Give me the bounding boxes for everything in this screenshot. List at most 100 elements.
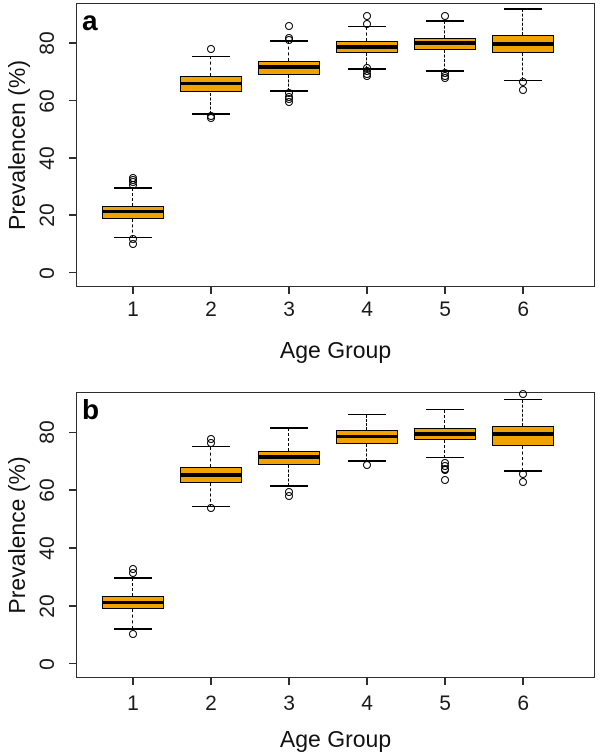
boxplot-median xyxy=(180,473,243,477)
y-axis-tick xyxy=(69,157,76,159)
boxplot-whisker-line xyxy=(522,8,524,36)
boxplot-median xyxy=(492,41,555,46)
boxplot-whisker-cap xyxy=(426,20,465,22)
boxplot-whisker-line xyxy=(132,578,134,596)
y-axis-tick xyxy=(69,604,76,607)
boxplot-whisker-line xyxy=(444,409,446,428)
outlier-point xyxy=(207,435,216,444)
x-axis-tick xyxy=(210,678,212,685)
boxplot-whisker-cap xyxy=(504,398,543,401)
outlier-point xyxy=(441,11,450,20)
x-axis-tick xyxy=(444,678,446,685)
x-axis-tick xyxy=(444,287,446,294)
x-axis-tick xyxy=(132,678,134,685)
y-axis-tick-label: 60 xyxy=(36,478,59,502)
outlier-point xyxy=(519,478,528,487)
x-axis-tick xyxy=(132,287,134,294)
outlier-point xyxy=(285,21,294,30)
boxplot-median xyxy=(258,65,321,69)
x-axis-tick xyxy=(288,287,290,294)
outlier-point xyxy=(519,85,528,94)
boxplot-whisker-line xyxy=(366,444,368,461)
outlier-point xyxy=(363,460,372,469)
boxplot-median xyxy=(258,455,321,460)
boxplot-whisker-line xyxy=(288,428,290,451)
outlier-point xyxy=(285,36,294,45)
boxplot-whisker-cap xyxy=(426,456,465,459)
y-axis-tick xyxy=(69,489,76,492)
outlier-point xyxy=(441,74,450,83)
boxplot-whisker-cap xyxy=(113,628,152,630)
boxplot-whisker-line xyxy=(366,26,368,42)
y-axis-tick xyxy=(69,99,76,102)
outlier-point xyxy=(128,565,137,574)
panel-label: a xyxy=(82,5,98,36)
outlier-point xyxy=(128,239,137,248)
boxplot-median xyxy=(414,432,477,436)
boxplot-whisker-cap xyxy=(270,485,309,487)
x-axis-tick xyxy=(366,287,368,294)
panel-label: b xyxy=(82,394,100,425)
y-axis-tick xyxy=(69,42,76,44)
boxplot-median xyxy=(336,434,399,439)
boxplot-whisker-line xyxy=(132,218,134,238)
boxplot-whisker-line xyxy=(210,446,212,467)
x-axis-tick xyxy=(366,678,368,685)
outlier-point xyxy=(519,77,528,86)
outlier-point xyxy=(363,12,372,21)
x-axis-title: Age Group xyxy=(279,726,392,752)
boxplot-median xyxy=(101,600,164,605)
outlier-point xyxy=(363,20,372,29)
boxplot-whisker-cap xyxy=(426,408,465,411)
x-axis-tick xyxy=(288,678,290,685)
x-axis-tick-label: 3 xyxy=(283,692,295,715)
boxplot-whisker-line xyxy=(210,483,212,507)
outlier-point xyxy=(128,173,137,182)
boxplot-whisker-line xyxy=(444,21,446,38)
outlier-point xyxy=(519,389,528,398)
boxplot-whisker-line xyxy=(132,188,134,206)
boxplot-median xyxy=(414,41,477,45)
y-axis-title: Prevalence (%) xyxy=(4,456,30,614)
y-axis-tick-label: 40 xyxy=(36,536,59,560)
outlier-point xyxy=(207,503,216,512)
x-axis-tick-label: 5 xyxy=(439,692,451,715)
boxplot-whisker-line xyxy=(522,445,524,471)
boxplot-whisker-line xyxy=(366,53,368,70)
boxplot-whisker-line xyxy=(444,439,446,458)
x-axis-tick xyxy=(210,287,212,294)
boxplot-whisker-line xyxy=(132,608,134,629)
boxplot-whisker-line xyxy=(288,41,290,61)
boxplot-whisker-line xyxy=(288,464,290,486)
x-axis-tick-label: 5 xyxy=(439,298,451,321)
boxplot-median xyxy=(336,45,399,49)
outlier-point xyxy=(519,470,528,479)
boxplot-whisker-line xyxy=(522,399,524,427)
x-axis-tick-label: 4 xyxy=(361,298,373,321)
x-axis-tick-label: 2 xyxy=(205,298,217,321)
boxplot-whisker-cap xyxy=(270,427,309,429)
boxplot-whisker-cap xyxy=(113,577,152,579)
outlier-point xyxy=(128,629,137,638)
x-axis-tick-label: 1 xyxy=(127,692,139,715)
x-axis-tick-label: 2 xyxy=(205,692,217,715)
boxplot-whisker-cap xyxy=(504,7,543,10)
outlier-point xyxy=(441,466,450,475)
y-axis-tick xyxy=(69,547,76,549)
plot-border xyxy=(76,3,595,287)
y-axis-tick xyxy=(69,662,76,665)
boxplot-median xyxy=(492,432,555,436)
outlier-point xyxy=(285,491,294,500)
x-axis-tick-label: 1 xyxy=(127,298,139,321)
boxplot-whisker-line xyxy=(444,49,446,71)
boxplot-whisker-line xyxy=(288,75,290,91)
outlier-point xyxy=(441,476,450,485)
x-axis-tick xyxy=(522,678,524,685)
outlier-point xyxy=(207,45,216,54)
y-axis-tick-label: 0 xyxy=(36,657,59,670)
outlier-point xyxy=(285,97,294,106)
plot-border xyxy=(76,392,595,678)
boxplot-median xyxy=(101,209,164,214)
